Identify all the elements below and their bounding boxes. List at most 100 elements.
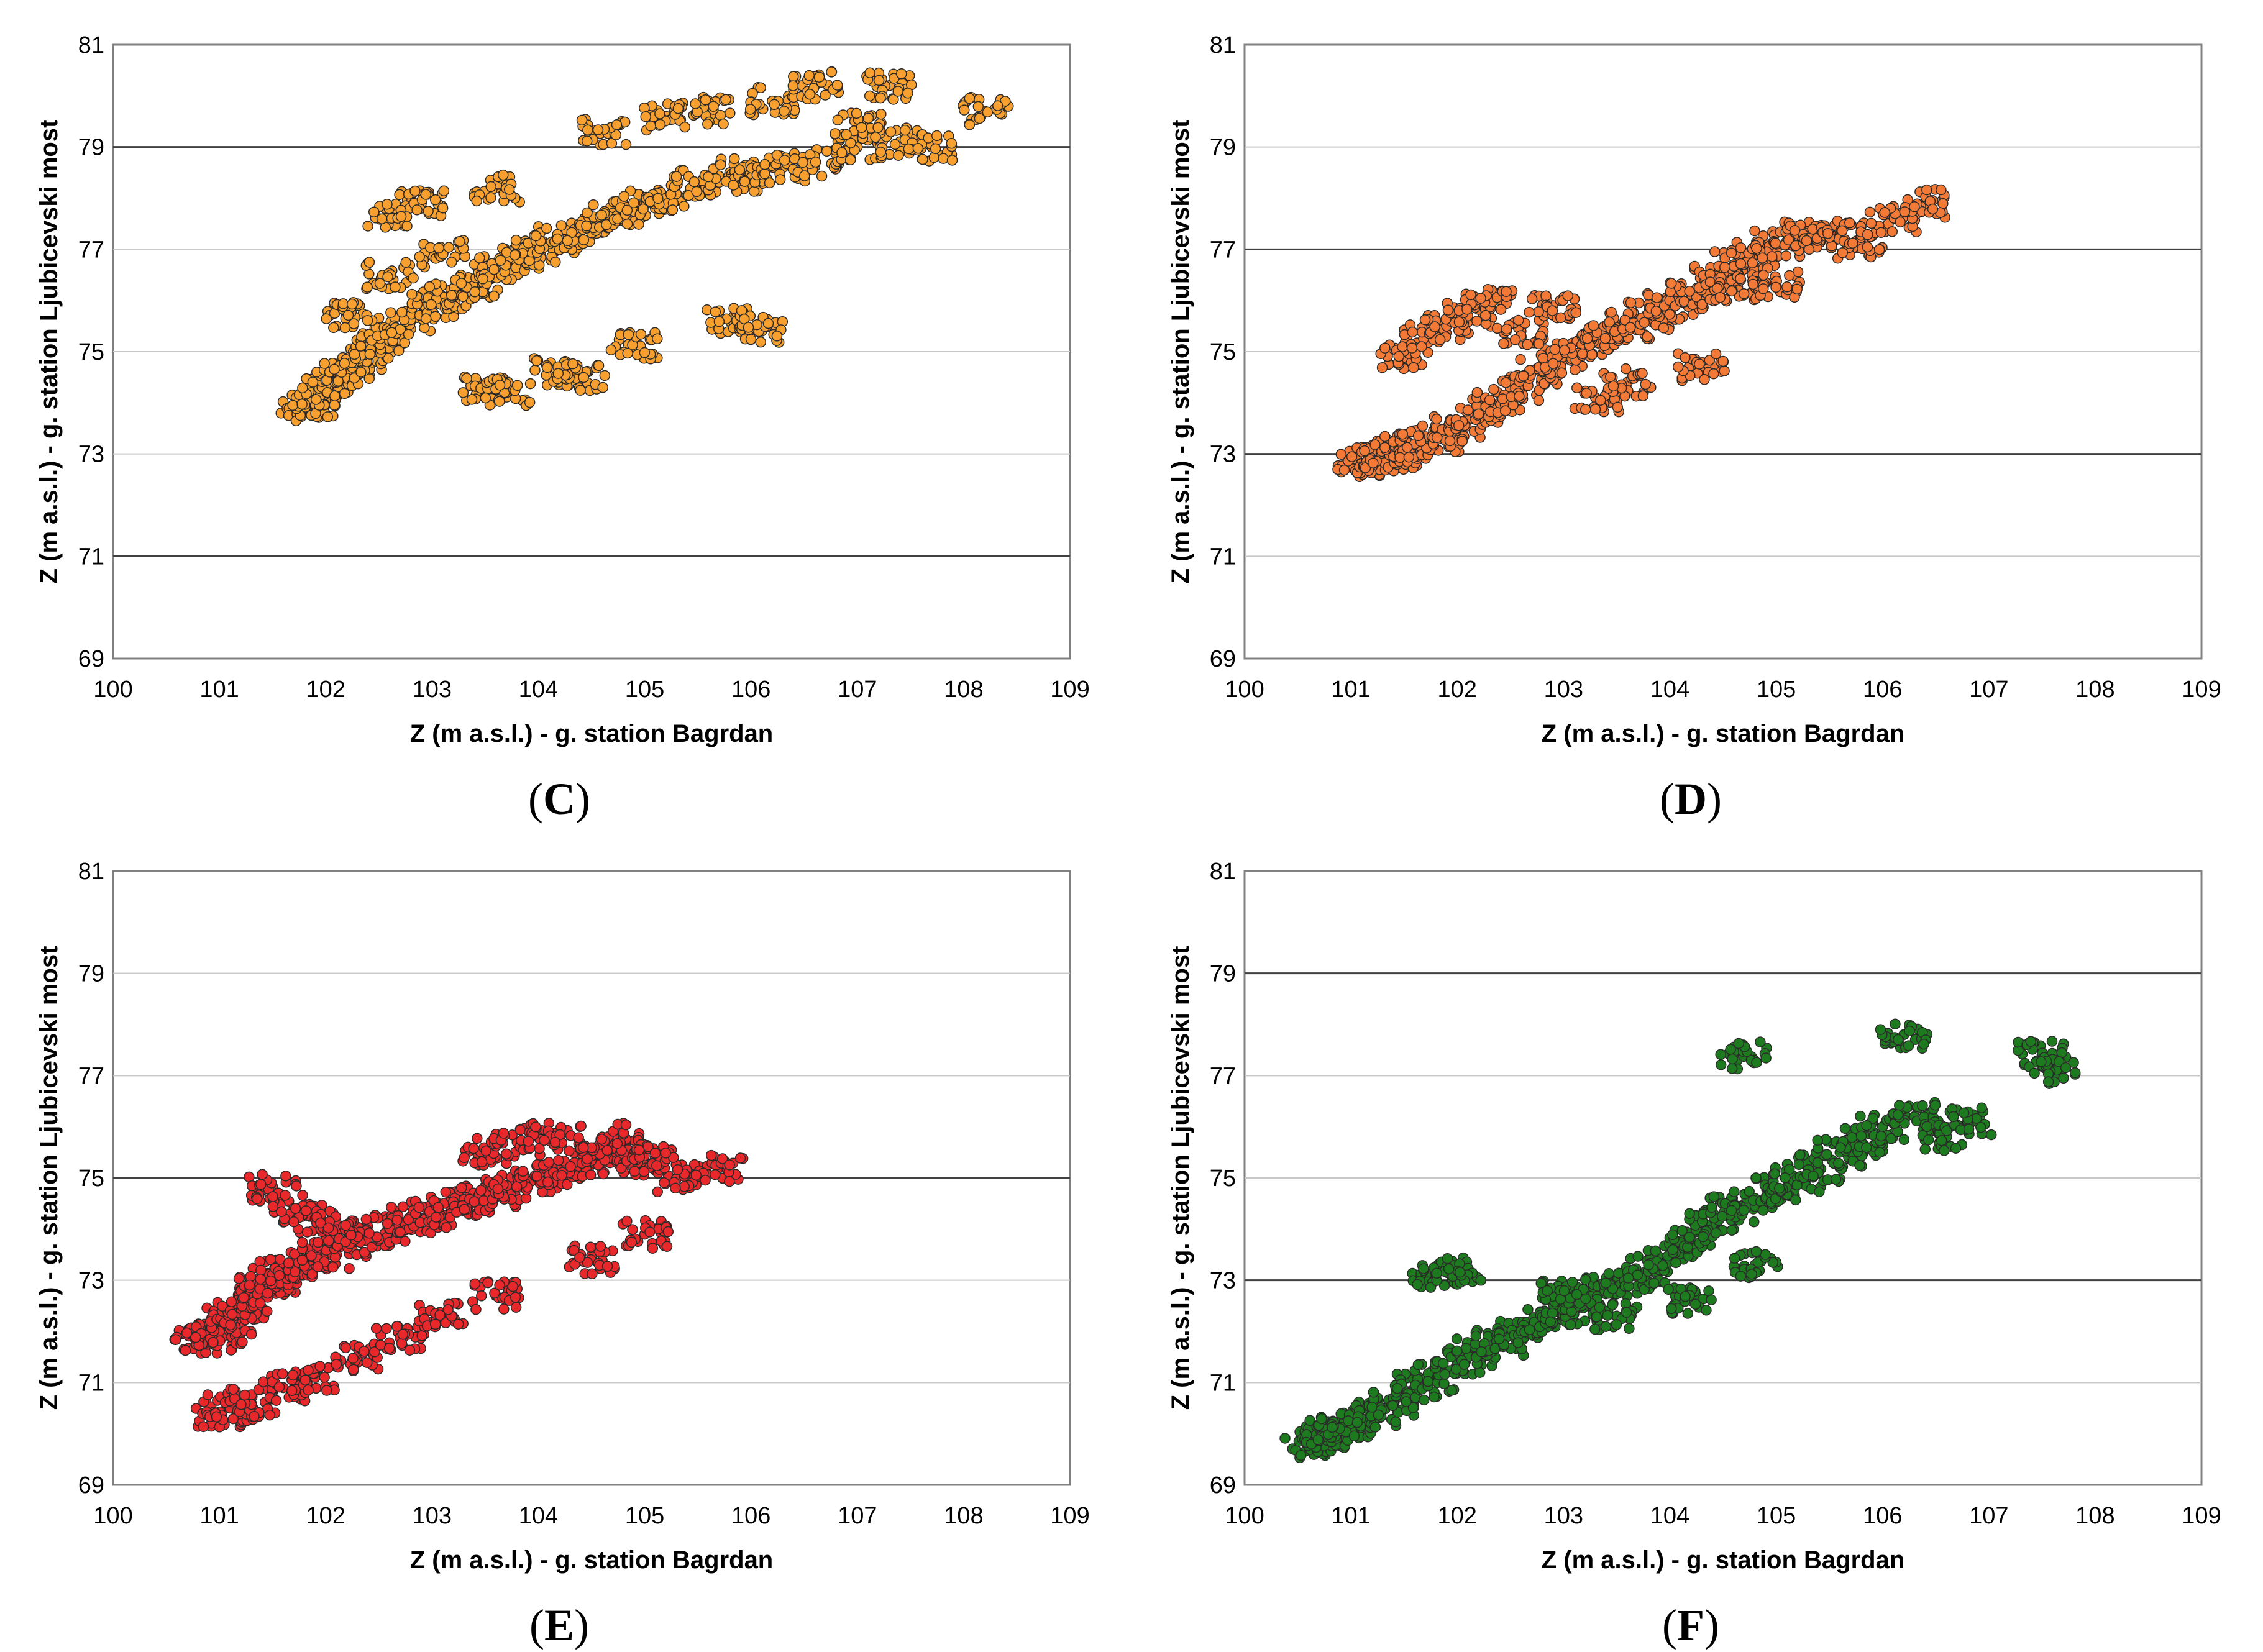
data-point-cloud (1446, 1385, 1458, 1396)
data-point-cloud (762, 317, 774, 329)
data-point-cloud (938, 153, 949, 164)
data-point-cloud (716, 1153, 728, 1164)
x-tick-label: 109 (2182, 677, 2221, 703)
data-point-cloud (211, 1411, 222, 1423)
data-point-cloud (1406, 342, 1418, 354)
data-point-cloud (1639, 317, 1650, 328)
data-point-cloud (440, 1186, 452, 1198)
data-point-cloud (930, 143, 941, 155)
data-point-cloud (339, 388, 350, 399)
data-point-cloud (208, 1336, 219, 1348)
data-point-cloud (1833, 1157, 1844, 1169)
data-point-cloud (755, 336, 766, 348)
data-point-cloud (556, 1169, 567, 1181)
y-tick-label: 81 (1210, 32, 1236, 58)
data-point-cloud (1708, 368, 1719, 380)
data-point-cloud (1613, 1267, 1624, 1279)
data-point-cloud (202, 1389, 214, 1400)
data-point-cloud (1937, 198, 1949, 209)
data-point-cloud (1735, 273, 1746, 285)
data-point-cloud (885, 126, 897, 137)
data-point-cloud (1412, 430, 1424, 442)
data-point-cloud (912, 142, 924, 154)
data-point-cloud (1709, 246, 1721, 257)
data-point-cloud (359, 1346, 370, 1357)
data-point-cloud (442, 1304, 454, 1315)
data-point-cloud (370, 1323, 382, 1334)
data-point-cloud (864, 67, 875, 78)
data-point-cloud (1327, 1422, 1338, 1433)
data-point-cloud (503, 184, 515, 195)
data-point-cloud (575, 385, 586, 396)
x-tick-label: 100 (93, 677, 132, 703)
data-point-cloud (283, 1257, 295, 1269)
data-point-cloud (329, 363, 340, 375)
data-point-cloud (1899, 206, 1911, 217)
data-point-cloud (438, 185, 450, 196)
data-point-cloud (1747, 278, 1759, 290)
data-point-cloud (661, 1241, 673, 1252)
data-point-cloud (1556, 367, 1568, 378)
data-point-cloud (633, 1144, 645, 1156)
data-point-cloud (1620, 363, 1632, 375)
data-point-cloud (1749, 225, 1760, 237)
data-point-cloud (1456, 436, 1468, 447)
data-point-cloud (1312, 1434, 1324, 1446)
data-point-cloud (1450, 1364, 1462, 1375)
data-point-cloud (1651, 292, 1663, 303)
data-point-cloud (672, 103, 684, 114)
data-point-cloud (1500, 377, 1512, 388)
data-point-cloud (831, 80, 843, 91)
data-point-cloud (501, 1148, 512, 1160)
data-point-cloud (1500, 405, 1511, 416)
data-point-cloud (287, 1369, 299, 1380)
data-point-cloud (1555, 312, 1566, 324)
data-point-cloud (1672, 361, 1684, 373)
data-point-cloud (495, 255, 506, 266)
data-point-cloud (539, 1134, 550, 1146)
data-point-cloud (1658, 322, 1669, 334)
data-point-cloud (1595, 395, 1606, 406)
data-point-cloud (474, 252, 485, 263)
point-group (1279, 1018, 2081, 1464)
data-point-cloud (1599, 332, 1611, 344)
data-point-cloud (1837, 247, 1848, 258)
data-point-cloud (982, 106, 994, 118)
panel-caption: (D) (1660, 774, 1722, 824)
data-point-cloud (1379, 342, 1391, 354)
data-point-cloud (928, 152, 940, 163)
data-point-cloud (394, 189, 405, 201)
data-point-cloud (724, 1175, 735, 1187)
data-point-cloud (611, 1138, 623, 1149)
data-point-cloud (461, 373, 472, 384)
data-point-cloud (700, 94, 711, 106)
data-point-cloud (524, 378, 536, 390)
data-point-cloud (1751, 243, 1762, 254)
x-tick-label: 102 (306, 677, 345, 703)
data-point-cloud (355, 340, 367, 352)
x-tick-label: 105 (625, 677, 664, 703)
data-point-cloud (1533, 395, 1545, 406)
data-point-cloud (667, 204, 679, 216)
data-point-cloud (1873, 244, 1885, 255)
y-axis-label: Z (m a.s.l.) - g. station Ljubicevski mo… (1167, 120, 1194, 584)
data-point-cloud (455, 278, 467, 289)
data-point-cloud (414, 251, 425, 263)
data-point-cloud (494, 1279, 505, 1291)
data-point-cloud (1537, 352, 1549, 364)
data-point-cloud (319, 358, 330, 369)
data-point-cloud (472, 1133, 483, 1144)
data-point-cloud (1735, 242, 1747, 253)
data-point-cloud (321, 313, 332, 324)
data-point-cloud (581, 135, 593, 147)
panel-letter: E (544, 1600, 574, 1650)
data-point-cloud (498, 1128, 510, 1139)
data-point-cloud (1936, 184, 1947, 196)
data-point-cloud (469, 286, 480, 298)
data-point-cloud (992, 100, 1003, 111)
data-point-cloud (1789, 225, 1801, 236)
data-point-cloud (433, 242, 444, 253)
data-point-cloud (498, 169, 509, 181)
x-tick-label: 102 (306, 1503, 345, 1529)
data-point-cloud (531, 355, 542, 367)
